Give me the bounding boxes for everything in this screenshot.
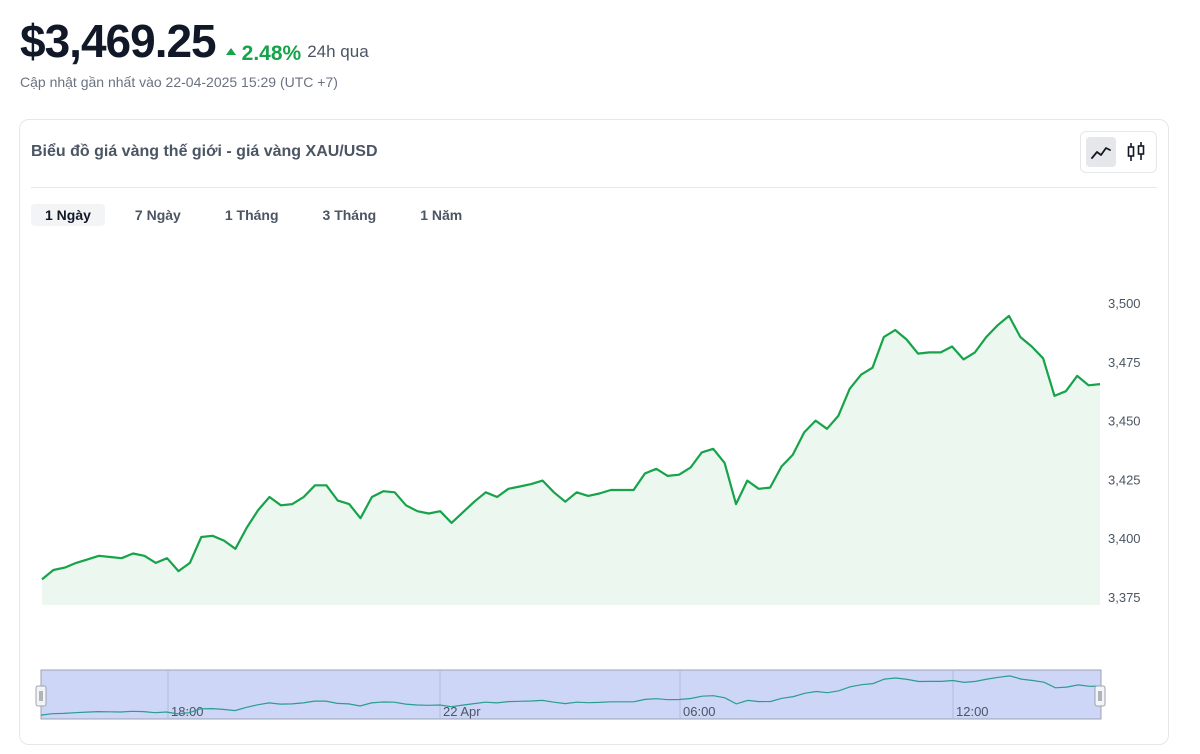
y-tick-label: 3,450 (1108, 414, 1141, 429)
line-chart-icon (1090, 147, 1111, 159)
y-tick-label: 3,375 (1108, 590, 1141, 605)
candlestick-button[interactable] (1122, 137, 1152, 167)
tab-1-day[interactable]: 1 Ngày (31, 204, 105, 226)
navigator-time-label: 18:00 (171, 704, 204, 719)
tab-3-months[interactable]: 3 Tháng (322, 207, 377, 223)
price-line (41, 314, 1101, 581)
price-header: $3,469.25 2.48% 24h qua (20, 14, 369, 68)
y-tick-label: 3,500 (1108, 296, 1141, 311)
price-area (42, 315, 1100, 605)
price-change: 2.48% (225, 41, 302, 66)
current-price: $3,469.25 (20, 15, 217, 67)
candlestick-icon (1127, 142, 1145, 161)
navigator-time-label: 12:00 (956, 704, 989, 719)
chart-type-switch (1080, 131, 1157, 173)
y-tick-label: 3,475 (1108, 355, 1141, 370)
tab-1-year[interactable]: 1 Năm (420, 207, 463, 223)
tab-7-days[interactable]: 7 Ngày (134, 207, 181, 223)
change-period: 24h qua (307, 42, 369, 61)
arrow-up-icon (225, 48, 236, 55)
last-updated: Cập nhật gần nhất vào 22-04-2025 15:29 (… (20, 74, 338, 90)
navigator-line (40, 675, 1102, 716)
navigator-time-label: 22 Apr (443, 704, 481, 719)
navigator-left-handle[interactable] (35, 685, 47, 707)
navigator-right-handle[interactable] (1094, 685, 1106, 707)
chart-title: Biểu đồ giá vàng thế giới - giá vàng XAU… (31, 143, 378, 160)
card-divider (31, 187, 1157, 188)
timeframe-tabs: 1 Ngày 7 Ngày 1 Tháng 3 Tháng 1 Năm (31, 204, 492, 226)
tab-1-month[interactable]: 1 Tháng (224, 207, 279, 223)
navigator-window[interactable] (40, 669, 1102, 720)
navigator-time-label: 06:00 (683, 704, 716, 719)
price-change-percent: 2.48% (241, 41, 302, 65)
y-tick-label: 3,400 (1108, 531, 1141, 546)
line-chart-button[interactable] (1086, 137, 1116, 167)
y-tick-label: 3,425 (1108, 472, 1141, 487)
